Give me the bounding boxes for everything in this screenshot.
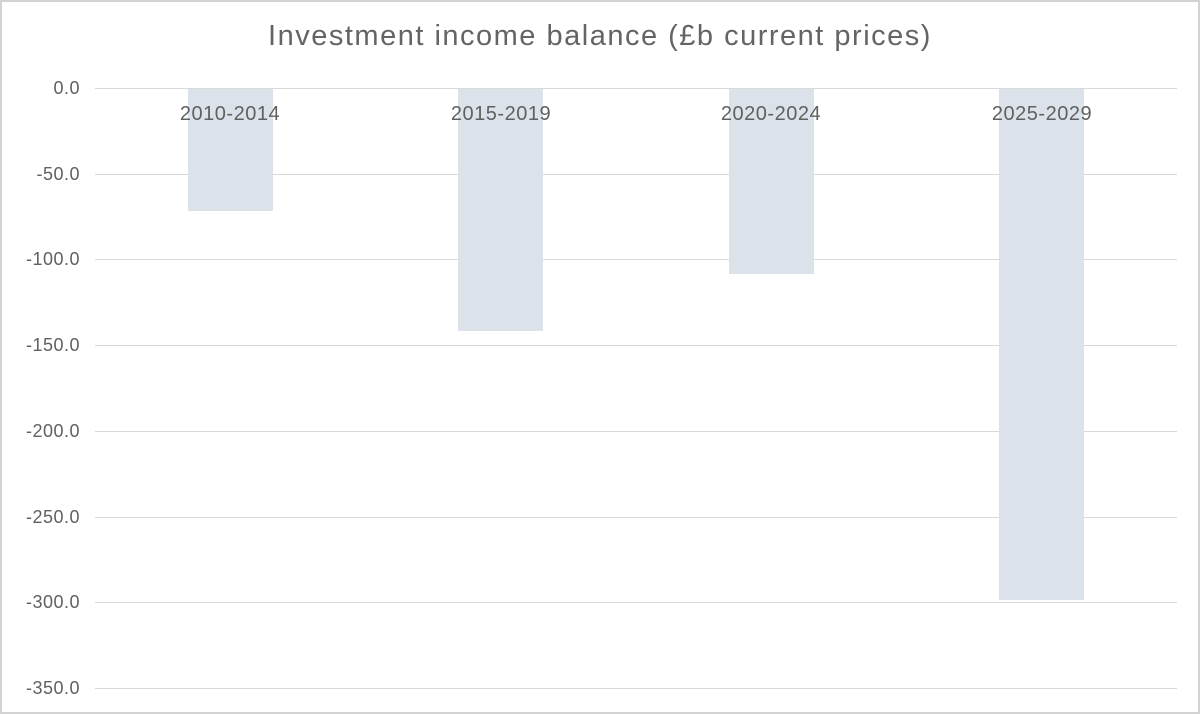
gridline [95, 688, 1177, 689]
chart-title: Investment income balance (£b current pr… [268, 20, 932, 52]
gridline [95, 431, 1177, 432]
y-axis-tick-label: -300.0 [25, 592, 80, 612]
y-axis-tick-label: -200.0 [25, 421, 80, 441]
bar-2025-2029 [999, 89, 1084, 600]
gridline [95, 602, 1177, 603]
gridline [95, 88, 1177, 89]
gridline [95, 517, 1177, 518]
y-axis-tick-label: -150.0 [25, 335, 80, 355]
gridline [95, 259, 1177, 260]
y-axis-tick-label: -100.0 [25, 249, 80, 269]
bar-2015-2019 [458, 89, 543, 331]
gridline [95, 174, 1177, 175]
category-label: 2025-2029 [991, 103, 1093, 125]
y-axis-tick-label: -250.0 [25, 507, 80, 527]
y-axis-tick-label: 0.0 [53, 78, 80, 98]
bar-2020-2024 [729, 89, 814, 274]
category-label: 2015-2019 [450, 103, 552, 125]
y-axis-tick-label: -350.0 [25, 678, 80, 698]
category-label: 2020-2024 [720, 103, 822, 125]
y-axis-tick-label: -50.0 [36, 164, 80, 184]
bar-2010-2014 [188, 89, 273, 211]
gridline [95, 345, 1177, 346]
category-label: 2010-2014 [179, 103, 281, 125]
